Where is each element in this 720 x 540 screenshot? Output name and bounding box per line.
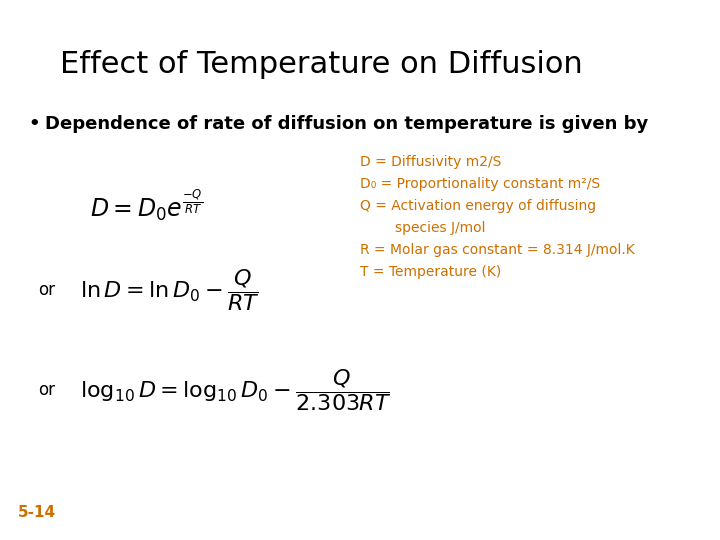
Text: $\ln D = \ln D_0 - \dfrac{Q}{RT}$: $\ln D = \ln D_0 - \dfrac{Q}{RT}$ — [80, 267, 260, 313]
Text: Q = Activation energy of diffusing: Q = Activation energy of diffusing — [360, 199, 596, 213]
Text: D₀ = Proportionality constant m²/S: D₀ = Proportionality constant m²/S — [360, 177, 600, 191]
Text: Dependence of rate of diffusion on temperature is given by: Dependence of rate of diffusion on tempe… — [45, 115, 648, 133]
Text: $D = D_0 e^{\frac{-Q}{RT}}$: $D = D_0 e^{\frac{-Q}{RT}}$ — [90, 187, 203, 223]
Text: or: or — [38, 281, 55, 299]
Text: species J/mol: species J/mol — [360, 221, 485, 235]
Text: Effect of Temperature on Diffusion: Effect of Temperature on Diffusion — [60, 50, 582, 79]
Text: or: or — [38, 381, 55, 399]
Text: R = Molar gas constant = 8.314 J/mol.K: R = Molar gas constant = 8.314 J/mol.K — [360, 243, 635, 257]
Text: 5-14: 5-14 — [18, 505, 56, 520]
Text: •: • — [28, 115, 40, 133]
Text: $\log_{10} D = \log_{10} D_0 - \dfrac{Q}{2.303RT}$: $\log_{10} D = \log_{10} D_0 - \dfrac{Q}… — [80, 367, 391, 413]
Text: T = Temperature (K): T = Temperature (K) — [360, 265, 501, 279]
Text: D = Diffusivity m2/S: D = Diffusivity m2/S — [360, 155, 501, 169]
